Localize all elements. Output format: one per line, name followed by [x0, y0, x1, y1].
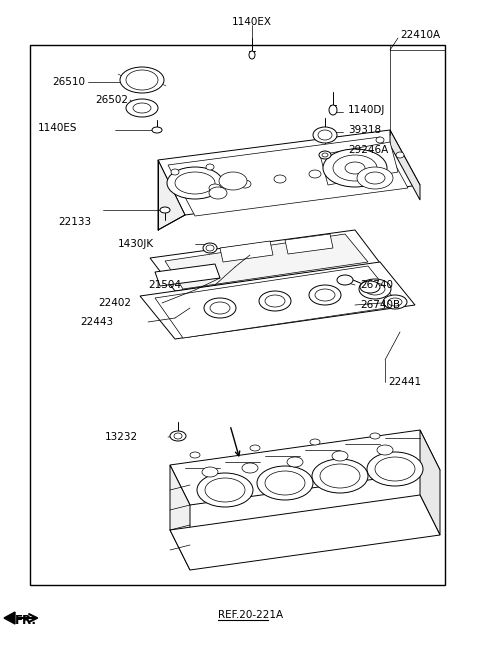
Polygon shape	[155, 266, 400, 338]
Text: 22133: 22133	[58, 217, 91, 227]
Ellipse shape	[320, 464, 360, 488]
Ellipse shape	[152, 127, 162, 133]
Polygon shape	[170, 495, 440, 570]
Ellipse shape	[337, 275, 353, 285]
Polygon shape	[165, 234, 368, 289]
Ellipse shape	[160, 207, 170, 213]
Ellipse shape	[175, 172, 215, 194]
Ellipse shape	[249, 51, 255, 59]
Ellipse shape	[126, 70, 158, 90]
Ellipse shape	[203, 243, 217, 253]
Ellipse shape	[377, 445, 393, 455]
Ellipse shape	[376, 137, 384, 143]
Ellipse shape	[133, 103, 151, 113]
Ellipse shape	[333, 155, 377, 181]
Text: 1140DJ: 1140DJ	[348, 105, 385, 115]
Text: 39318: 39318	[348, 125, 381, 135]
Ellipse shape	[313, 127, 337, 143]
Ellipse shape	[360, 281, 380, 293]
Ellipse shape	[332, 451, 348, 461]
Ellipse shape	[323, 149, 387, 187]
Ellipse shape	[318, 130, 332, 140]
Ellipse shape	[265, 295, 285, 307]
Ellipse shape	[219, 172, 247, 190]
Ellipse shape	[265, 471, 305, 495]
Ellipse shape	[309, 170, 321, 178]
Ellipse shape	[312, 459, 368, 493]
Ellipse shape	[370, 433, 380, 439]
Ellipse shape	[197, 473, 253, 507]
Polygon shape	[140, 262, 415, 339]
Text: 1140ES: 1140ES	[38, 123, 77, 133]
Ellipse shape	[250, 445, 260, 451]
Ellipse shape	[242, 463, 258, 473]
Ellipse shape	[209, 184, 221, 192]
Ellipse shape	[210, 302, 230, 314]
Ellipse shape	[365, 283, 385, 295]
Polygon shape	[285, 234, 333, 254]
Polygon shape	[168, 137, 408, 216]
Ellipse shape	[204, 298, 236, 318]
Polygon shape	[155, 264, 220, 286]
Ellipse shape	[206, 164, 214, 170]
Ellipse shape	[257, 466, 313, 500]
Ellipse shape	[383, 295, 407, 309]
Ellipse shape	[170, 431, 186, 441]
Text: 1140EX: 1140EX	[232, 17, 272, 27]
Ellipse shape	[310, 439, 320, 445]
Ellipse shape	[259, 291, 291, 311]
Ellipse shape	[357, 167, 393, 189]
Ellipse shape	[190, 452, 200, 458]
Ellipse shape	[359, 279, 391, 299]
Ellipse shape	[206, 245, 214, 251]
Ellipse shape	[396, 152, 404, 158]
Ellipse shape	[202, 467, 218, 477]
Polygon shape	[170, 430, 440, 505]
Text: 1430JK: 1430JK	[118, 239, 154, 249]
Ellipse shape	[345, 162, 365, 174]
Text: 26510: 26510	[52, 77, 85, 87]
Ellipse shape	[375, 457, 415, 481]
Ellipse shape	[329, 105, 337, 115]
Ellipse shape	[388, 298, 402, 306]
Bar	[30, 45, 445, 585]
Polygon shape	[320, 142, 398, 185]
Polygon shape	[158, 160, 185, 230]
Ellipse shape	[126, 99, 158, 117]
Text: REF.20-221A: REF.20-221A	[218, 610, 283, 620]
Ellipse shape	[171, 169, 179, 175]
Ellipse shape	[315, 289, 335, 301]
Ellipse shape	[167, 167, 223, 199]
Polygon shape	[390, 130, 420, 200]
Ellipse shape	[274, 175, 286, 183]
Ellipse shape	[367, 452, 423, 486]
Ellipse shape	[239, 180, 251, 188]
Text: 21504: 21504	[148, 280, 181, 290]
Text: 22443: 22443	[80, 317, 113, 327]
Ellipse shape	[309, 285, 341, 305]
Text: 22402: 22402	[98, 298, 131, 308]
Text: 29246A: 29246A	[348, 145, 388, 155]
Text: 13232: 13232	[105, 432, 138, 442]
Ellipse shape	[205, 478, 245, 502]
Text: 26740: 26740	[360, 280, 393, 290]
Text: 26502: 26502	[95, 95, 128, 105]
Polygon shape	[150, 230, 380, 291]
Text: 26740B: 26740B	[360, 300, 400, 310]
Polygon shape	[420, 430, 440, 535]
Ellipse shape	[322, 153, 328, 157]
Text: FR.: FR.	[15, 614, 37, 626]
Polygon shape	[158, 130, 420, 215]
Text: 22441: 22441	[388, 377, 421, 387]
Polygon shape	[220, 241, 273, 262]
Ellipse shape	[209, 187, 227, 199]
Ellipse shape	[365, 172, 385, 184]
Text: 22410A: 22410A	[400, 30, 440, 40]
Ellipse shape	[174, 433, 182, 439]
Polygon shape	[170, 465, 190, 570]
Ellipse shape	[287, 457, 303, 467]
Polygon shape	[4, 612, 15, 624]
Ellipse shape	[120, 67, 164, 93]
Ellipse shape	[319, 151, 331, 159]
